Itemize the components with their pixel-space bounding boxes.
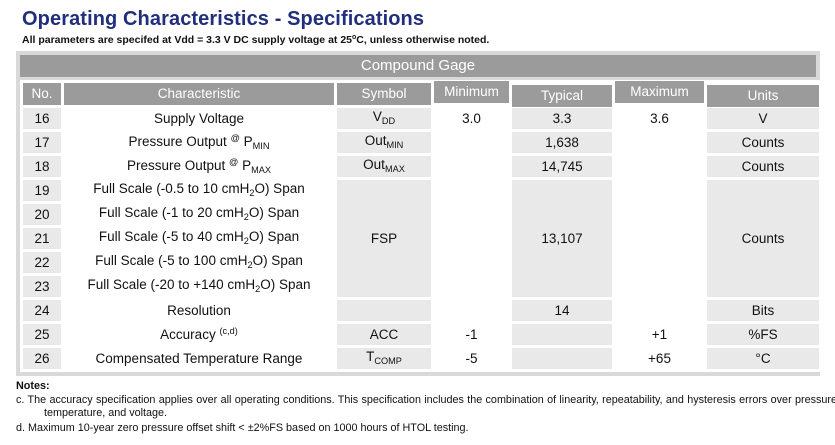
header-row: No. Characteristic Symbol Minimum Typica…	[23, 81, 819, 107]
col-header-maximum: Maximum	[615, 81, 704, 105]
cell-min	[434, 228, 509, 249]
col-header-typical: Typical	[512, 83, 612, 107]
cell-typ: 14	[512, 300, 612, 321]
cell-symbol: FSP	[337, 180, 431, 297]
cell-no: 19	[23, 180, 61, 201]
table-row: 20 Full Scale (-1 to 20 cmH2O) Span	[23, 204, 819, 225]
cell-typ	[512, 324, 612, 345]
table-row: 16 Supply Voltage VDD 3.0 3.3 3.6 V	[23, 108, 819, 129]
cell-units: Bits	[707, 300, 819, 321]
cell-units: Counts	[707, 156, 819, 177]
table-row: 23 Full Scale (-20 to +140 cmH2O) Span	[23, 276, 819, 297]
spec-table: No. Characteristic Symbol Minimum Typica…	[20, 80, 822, 372]
cell-max	[615, 156, 704, 177]
table-row: 21 Full Scale (-5 to 40 cmH2O) Span	[23, 228, 819, 249]
cell-char: Supply Voltage	[64, 108, 334, 129]
cell-max: 3.6	[615, 108, 704, 129]
cell-no: 25	[23, 324, 61, 345]
table-row: 22 Full Scale (-5 to 100 cmH2O) Span	[23, 252, 819, 273]
cell-units: V	[707, 108, 819, 129]
cell-max	[615, 228, 704, 249]
cell-min	[434, 300, 509, 321]
col-header-symbol: Symbol	[337, 83, 431, 105]
cell-min: -5	[434, 348, 509, 369]
cell-no: 20	[23, 204, 61, 225]
cell-no: 23	[23, 276, 61, 297]
notes-label: Notes:	[16, 380, 50, 392]
cell-typ: 14,745	[512, 156, 612, 177]
cell-units: Counts	[707, 180, 819, 297]
col-header-no: No.	[23, 83, 61, 105]
cell-char: Compensated Temperature Range	[64, 348, 334, 369]
cell-min	[434, 204, 509, 225]
note-c: c. The accuracy specification applies ov…	[16, 394, 835, 420]
cell-max	[615, 180, 704, 201]
table-row: 18 Pressure Output @ PMAX OutMAX 14,745 Coun…	[23, 156, 819, 177]
cell-typ	[512, 348, 612, 369]
cell-min: 3.0	[434, 108, 509, 129]
cell-max	[615, 132, 704, 153]
cell-no: 22	[23, 252, 61, 273]
table-banner: Compound Gage	[20, 55, 816, 77]
cell-symbol	[337, 300, 431, 321]
cell-char: Resolution	[64, 300, 334, 321]
cell-no: 18	[23, 156, 61, 177]
note-d: d. Maximum 10-year zero pressure offset …	[16, 421, 469, 434]
cell-min	[434, 132, 509, 153]
table-row: 26 Compensated Temperature Range TCOMP -5 +6…	[23, 348, 819, 369]
cell-symbol: TCOMP	[337, 348, 431, 369]
cell-min	[434, 252, 509, 273]
cell-no: 16	[23, 108, 61, 129]
cell-typ: 1,638	[512, 132, 612, 153]
col-header-units: Units	[707, 83, 819, 107]
cell-units: °C	[707, 348, 819, 369]
cell-symbol: OutMAX	[337, 156, 431, 177]
cell-min	[434, 180, 509, 201]
cell-max	[615, 300, 704, 321]
cell-char: Full Scale (-5 to 100 cmH2O) Span	[64, 252, 334, 273]
table-row: 25 Accuracy (c,d) ACC -1 +1 %FS	[23, 324, 819, 345]
table-row: 24 Resolution 14 Bits	[23, 300, 819, 321]
cell-char: Full Scale (-20 to +140 cmH2O) Span	[64, 276, 334, 297]
cell-symbol: VDD	[337, 108, 431, 129]
spec-table-frame: Compound Gage No. Characteristic Symbol …	[16, 51, 822, 376]
conditions-note: All parameters are specifed at Vdd = 3.3…	[22, 34, 820, 46]
cell-min: -1	[434, 324, 509, 345]
cell-min	[434, 156, 509, 177]
col-header-characteristic: Characteristic	[64, 83, 334, 105]
cell-max	[615, 276, 704, 297]
cell-char: Pressure Output @ PMAX	[64, 156, 334, 177]
datasheet-page: Operating Characteristics - Specificatio…	[16, 8, 835, 435]
cell-max	[615, 252, 704, 273]
cell-min	[434, 276, 509, 297]
cell-units: %FS	[707, 324, 819, 345]
cell-symbol: ACC	[337, 324, 431, 345]
cell-typ: 3.3	[512, 108, 612, 129]
table-row: 17 Pressure Output @ PMIN OutMIN 1,638 Count…	[23, 132, 819, 153]
cell-no: 24	[23, 300, 61, 321]
cell-char: Full Scale (-5 to 40 cmH2O) Span	[64, 228, 334, 249]
col-header-minimum: Minimum	[434, 81, 509, 105]
cell-max: +65	[615, 348, 704, 369]
cell-symbol: OutMIN	[337, 132, 431, 153]
degree-superscript: o	[352, 34, 357, 41]
cell-no: 17	[23, 132, 61, 153]
conditions-note-post: C, unless otherwise noted.	[356, 34, 490, 46]
cell-char: Full Scale (-1 to 20 cmH2O) Span	[64, 204, 334, 225]
cell-units: Counts	[707, 132, 819, 153]
spec-table-body: 16 Supply Voltage VDD 3.0 3.3 3.6 V 17 Pressure …	[23, 108, 819, 369]
table-row: 19 Full Scale (-0.5 to 10 cmH2O) Span FSP 1…	[23, 180, 819, 297]
cell-max	[615, 204, 704, 225]
conditions-note-pre: All parameters are specifed at Vdd = 3.3…	[22, 34, 353, 46]
cell-max: +1	[615, 324, 704, 345]
cell-char: Accuracy (c,d)	[64, 324, 334, 345]
cell-char: Pressure Output @ PMIN	[64, 132, 334, 153]
cell-no: 26	[23, 348, 61, 369]
cell-char: Full Scale (-0.5 to 10 cmH2O) Span	[64, 180, 334, 201]
cell-typ: 13,107	[512, 180, 612, 297]
notes-section: Notes: c. The accuracy specification app…	[16, 380, 835, 435]
page-title: Operating Characteristics - Specificatio…	[22, 8, 425, 30]
cell-no: 21	[23, 228, 61, 249]
